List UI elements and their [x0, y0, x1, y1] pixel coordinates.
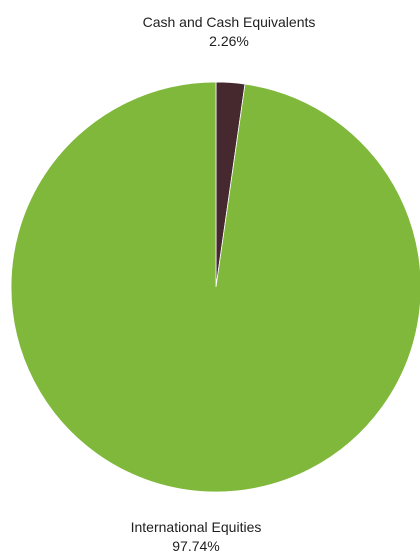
data-label-international-equities: International Equities 97.74% — [131, 518, 262, 556]
slice-name-cash: Cash and Cash Equivalents — [142, 14, 316, 30]
data-label-cash-and-cash-equivalents: Cash and Cash Equivalents 2.26% — [143, 13, 316, 51]
slice-percent-international-equities: 97.74% — [172, 538, 220, 554]
pie-slice-international-equities — [10, 81, 420, 493]
slice-percent-cash: 2.26% — [209, 33, 249, 49]
slice-name-international-equities: International Equities — [130, 519, 262, 535]
